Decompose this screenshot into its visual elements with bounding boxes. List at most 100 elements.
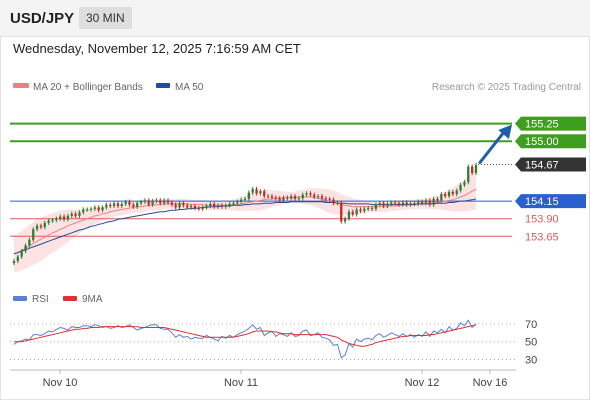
- candle-body: [39, 225, 43, 228]
- candle-body: [116, 203, 120, 206]
- symbol-label: USD/JPY: [10, 10, 75, 27]
- candle-body: [363, 208, 366, 211]
- candle-body: [459, 184, 462, 191]
- candle-body: [32, 229, 35, 240]
- price-tag-bg: [515, 157, 586, 172]
- candle-body: [336, 202, 339, 204]
- rsi-legend-swatch: [13, 296, 27, 301]
- price-tag-label: 155.25: [525, 119, 559, 131]
- candle-body: [159, 200, 162, 204]
- candle-body: [297, 198, 300, 200]
- candle-body: [340, 202, 343, 222]
- ma20-legend-label: MA 20 + Bollinger Bands: [33, 82, 143, 93]
- candle-body: [290, 196, 293, 199]
- candle-body: [59, 216, 62, 219]
- candle-body: [343, 218, 347, 222]
- candle-body: [440, 194, 443, 201]
- candle-body: [471, 166, 474, 173]
- candle-body: [305, 193, 308, 195]
- candle-body: [240, 199, 243, 202]
- candle-body: [278, 198, 281, 201]
- candle-body: [182, 203, 185, 206]
- candle-body: [70, 213, 73, 216]
- price-tag-bg: [515, 194, 586, 209]
- rsi-tick-label: 70: [525, 319, 537, 331]
- candle-body: [97, 207, 100, 211]
- candle-body: [317, 196, 320, 198]
- candle-body: [213, 203, 216, 207]
- candle-body: [16, 256, 19, 261]
- rsi-ma-line: [14, 324, 477, 347]
- x-axis: Nov 10 Nov 11 Nov 12 Nov 16: [10, 369, 516, 389]
- candle-body: [397, 203, 401, 205]
- candle-body: [163, 200, 166, 204]
- candle-body: [143, 200, 146, 202]
- candle-body: [166, 200, 170, 203]
- candle-body: [463, 182, 466, 185]
- candle-body: [255, 189, 258, 194]
- price-tag-label: 154.15: [525, 196, 559, 208]
- ma50-legend-label: MA 50: [175, 82, 204, 93]
- credit-label: Research © 2025 Trading Central: [432, 82, 581, 93]
- candle-body: [436, 199, 439, 201]
- candle-body: [424, 200, 428, 204]
- candle-body: [136, 203, 139, 207]
- candle-body: [78, 212, 81, 216]
- price-tag-label: 154.67: [525, 159, 559, 171]
- candle-body: [43, 222, 46, 228]
- candle-body: [243, 199, 247, 200]
- candle-body: [451, 191, 454, 194]
- candle-body: [186, 205, 189, 208]
- candle-body: [147, 200, 150, 205]
- candle-body: [201, 207, 204, 209]
- timeframe-selector[interactable]: 30 MIN: [79, 7, 132, 29]
- candle-body: [12, 261, 16, 264]
- candle-body: [93, 207, 96, 209]
- price-tag-label: 153.65: [525, 231, 559, 243]
- candle-body: [320, 196, 324, 199]
- candle-body: [220, 205, 223, 207]
- candle-body: [62, 216, 66, 220]
- candle-body: [382, 203, 385, 206]
- price-pane: 155.25 155.00 154.67 154.15 153.90 153.65: [10, 116, 586, 273]
- candle-body: [224, 205, 227, 207]
- candle-body: [139, 201, 143, 204]
- forecast-arrow-shaft: [478, 128, 508, 164]
- candle-body: [132, 204, 135, 207]
- candle-body: [428, 200, 431, 205]
- rsi-tick-label: 50: [525, 337, 537, 349]
- candle-body: [282, 197, 285, 201]
- rsi-legend-label: RSI: [32, 294, 49, 305]
- candle-body: [47, 220, 50, 223]
- candle-body: [347, 211, 351, 219]
- candle-body: [351, 211, 354, 215]
- candle-body: [66, 215, 69, 220]
- candle-body: [155, 200, 158, 202]
- price-tag-label: 155.00: [525, 136, 559, 148]
- candle-body: [20, 251, 23, 257]
- rsi-ma-legend-label: 9MA: [82, 294, 103, 305]
- rsi-tick-label: 30: [525, 355, 537, 367]
- x-tick-label: Nov 10: [43, 377, 78, 389]
- candle-body: [216, 205, 220, 207]
- candle-body: [386, 203, 389, 206]
- candle-body: [447, 191, 451, 197]
- candle-body: [378, 203, 381, 205]
- forecast-arrow-head: [498, 124, 512, 140]
- candle-body: [390, 202, 393, 204]
- candle-body: [332, 199, 335, 204]
- candle-body: [228, 203, 231, 206]
- candle-body: [286, 197, 289, 199]
- candle-body: [467, 166, 470, 183]
- candle-body: [409, 203, 412, 205]
- price-tag-bg: [515, 116, 586, 131]
- candle-body: [405, 202, 408, 205]
- x-tick-label: Nov 12: [405, 377, 440, 389]
- candle-body: [309, 193, 312, 195]
- candle-body: [266, 196, 270, 198]
- candle-body: [313, 194, 316, 197]
- rsi-pane: 70 50 30: [10, 319, 537, 367]
- candle-body: [101, 207, 104, 211]
- candle-body: [86, 209, 89, 211]
- candle-body: [205, 206, 208, 208]
